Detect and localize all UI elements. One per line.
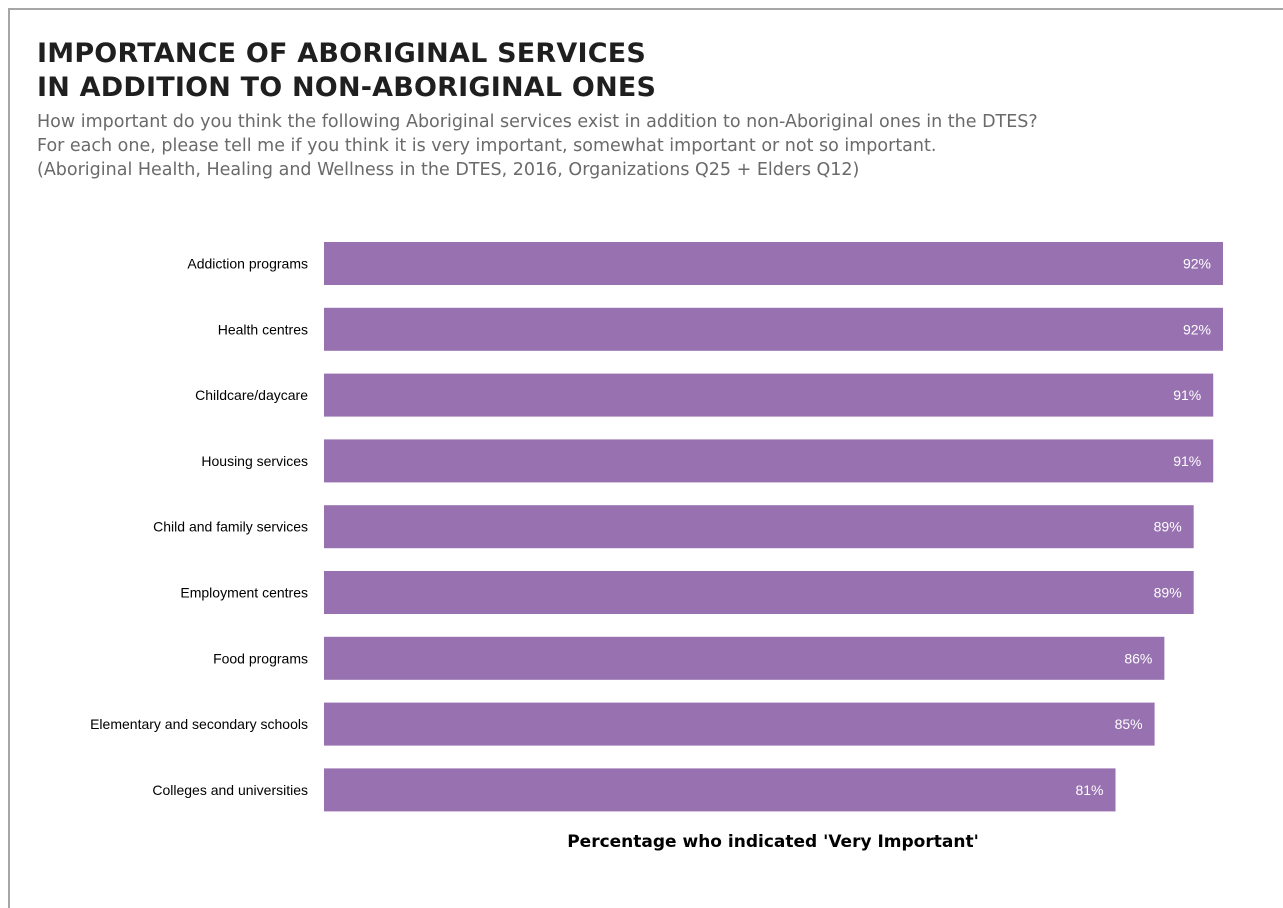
value-label-5: 89% (1154, 585, 1182, 601)
value-label-8: 81% (1075, 782, 1103, 798)
bar-8 (324, 768, 1116, 812)
subtitle-line-3: (Aboriginal Health, Healing and Wellness… (37, 160, 860, 180)
bar-7 (324, 702, 1155, 746)
category-label-1: Health centres (218, 321, 308, 337)
chart-title-line-2: IN ADDITION TO NON-ABORIGINAL ONES (37, 72, 657, 103)
bar-2 (324, 373, 1214, 417)
x-axis-title: Percentage who indicated 'Very Important… (567, 832, 979, 852)
bar-4 (324, 505, 1194, 549)
category-label-8: Colleges and universities (152, 782, 308, 798)
category-label-7: Elementary and secondary schools (90, 716, 308, 732)
bar-1 (324, 307, 1223, 351)
value-label-1: 92% (1183, 321, 1211, 337)
category-label-5: Employment centres (180, 585, 308, 601)
chart-subtitle: How important do you think the following… (37, 110, 1277, 182)
subtitle-line-2: For each one, please tell me if you thin… (37, 136, 937, 156)
category-label-4: Child and family services (153, 519, 308, 535)
chart-title-line-1: IMPORTANCE OF ABORIGINAL SERVICES (37, 38, 646, 69)
value-label-0: 92% (1183, 256, 1211, 272)
subtitle-line-1: How important do you think the following… (37, 112, 1038, 132)
chart-title: IMPORTANCE OF ABORIGINAL SERVICES IN ADD… (37, 37, 656, 105)
chart-frame (8, 8, 1283, 908)
category-label-6: Food programs (213, 650, 308, 666)
category-label-2: Childcare/daycare (195, 387, 308, 403)
category-label-3: Housing services (201, 453, 308, 469)
bar-5 (324, 571, 1194, 614)
value-label-6: 86% (1124, 650, 1152, 666)
category-label-0: Addiction programs (187, 256, 308, 272)
bar-chart: Addiction programs 92% Health centres 92% Ch… (90, 242, 1223, 812)
value-label-7: 85% (1115, 716, 1143, 732)
value-label-4: 89% (1154, 519, 1182, 535)
bar-3 (324, 439, 1214, 483)
bar-6 (324, 636, 1165, 680)
value-label-3: 91% (1173, 453, 1201, 469)
value-label-2: 91% (1173, 387, 1201, 403)
bar-0 (324, 242, 1223, 285)
